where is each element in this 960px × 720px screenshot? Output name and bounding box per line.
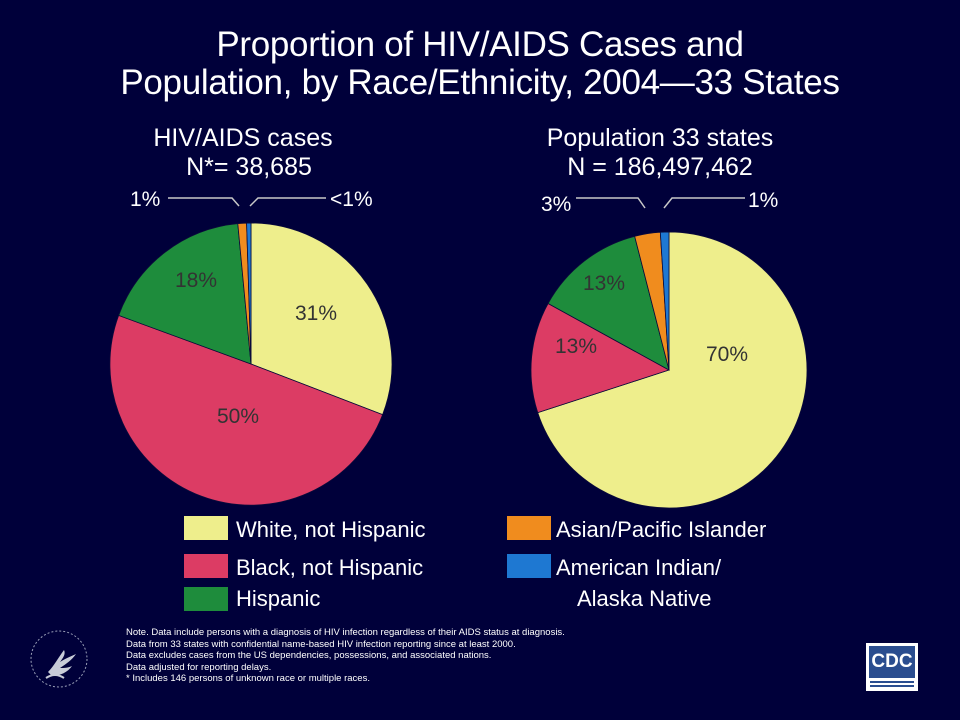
chart-1-label-asian: 1%: [130, 188, 160, 211]
chart-2-label-asian: 3%: [541, 193, 571, 216]
footnote-5: * Includes 146 persons of unknown race o…: [126, 673, 370, 685]
legend-swatch-black: [184, 554, 228, 578]
legend-swatch-aian: [507, 554, 551, 578]
chart-2-label-aian: 1%: [748, 189, 778, 212]
legend-label-asian: Asian/Pacific Islander: [556, 517, 767, 542]
chart-2-label-black: 13%: [555, 335, 597, 358]
pie1-slice-american-indian-alaska-native: [246, 222, 252, 365]
footnote-3: Data excludes cases from the US dependen…: [126, 650, 492, 662]
pie2-slice-hispanic: [547, 235, 670, 371]
callout-line-aian-2: [663, 197, 745, 209]
chart-2-label-white: 70%: [706, 343, 748, 366]
slide-title: Proportion of HIV/AIDS Cases and Populat…: [0, 26, 960, 102]
chart-2-subtitle: N = 186,497,462: [567, 153, 753, 181]
callout-line-aian-1: [249, 197, 326, 207]
legend-swatch-hispanic: [184, 587, 228, 611]
footnote-1: Note. Data include persons with a diagno…: [126, 627, 565, 638]
title-line-1: Proportion of HIV/AIDS Cases and: [216, 25, 744, 64]
pie1-slice-white-not-hispanic: [250, 222, 393, 416]
chart-1-label-aian: <1%: [330, 188, 373, 211]
title-line-2: Population, by Race/Ethnicity, 2004—33 S…: [120, 63, 840, 102]
cdc-logo-text: CDC: [869, 646, 915, 678]
chart-1-subtitle: N*= 38,685: [186, 153, 312, 181]
cdc-logo-rule: [870, 681, 914, 683]
footnotes: Note. Data include persons with a diagno…: [126, 627, 565, 685]
chart-2-label-hispanic: 13%: [583, 272, 625, 295]
footnote-2: Data from 33 states with confidential na…: [126, 638, 516, 650]
hhs-eagle-icon: [30, 630, 88, 688]
chart-1-label-white: 31%: [295, 302, 337, 325]
pie2-slice-white-not-hispanic: [537, 231, 808, 509]
pie-charts: HIV/AIDS cases N*= 38,685 Population 33 …: [109, 124, 808, 509]
legend-label-aian-line2: Alaska Native: [577, 586, 712, 611]
pie1-slice-black-not-hispanic: [109, 314, 384, 506]
legend-swatch-white: [184, 516, 228, 540]
chart-2-callouts: [576, 197, 745, 209]
pie2-slice-american-indian-alaska-native: [659, 231, 670, 371]
footnote-4: Data adjusted for reporting delays.: [126, 661, 272, 673]
legend-swatch-asian: [507, 516, 551, 540]
chart-2-title: Population 33 states: [547, 124, 774, 152]
cdc-logo: CDC: [866, 643, 918, 691]
pie1-slice-hispanic: [118, 223, 252, 365]
chart-1-label-hispanic: 18%: [175, 269, 217, 292]
legend-label-hispanic: Hispanic: [236, 586, 321, 611]
callout-line-asian-1: [168, 197, 240, 207]
chart-1-callouts: [168, 197, 326, 207]
pie-chart-population: [530, 231, 808, 509]
chart-1-title: HIV/AIDS cases: [153, 124, 332, 152]
pie2-slice-black-not-hispanic: [530, 302, 671, 414]
legend-label-aian: American Indian/: [556, 555, 722, 580]
legend-label-white: White, not Hispanic: [236, 517, 426, 542]
callout-line-asian-2: [576, 197, 646, 209]
chart-1-label-black: 50%: [217, 405, 259, 428]
legend-label-black: Black, not Hispanic: [236, 555, 424, 580]
cdc-logo-rule-2: [870, 685, 914, 687]
pie-chart-hiv-cases: [109, 222, 393, 506]
